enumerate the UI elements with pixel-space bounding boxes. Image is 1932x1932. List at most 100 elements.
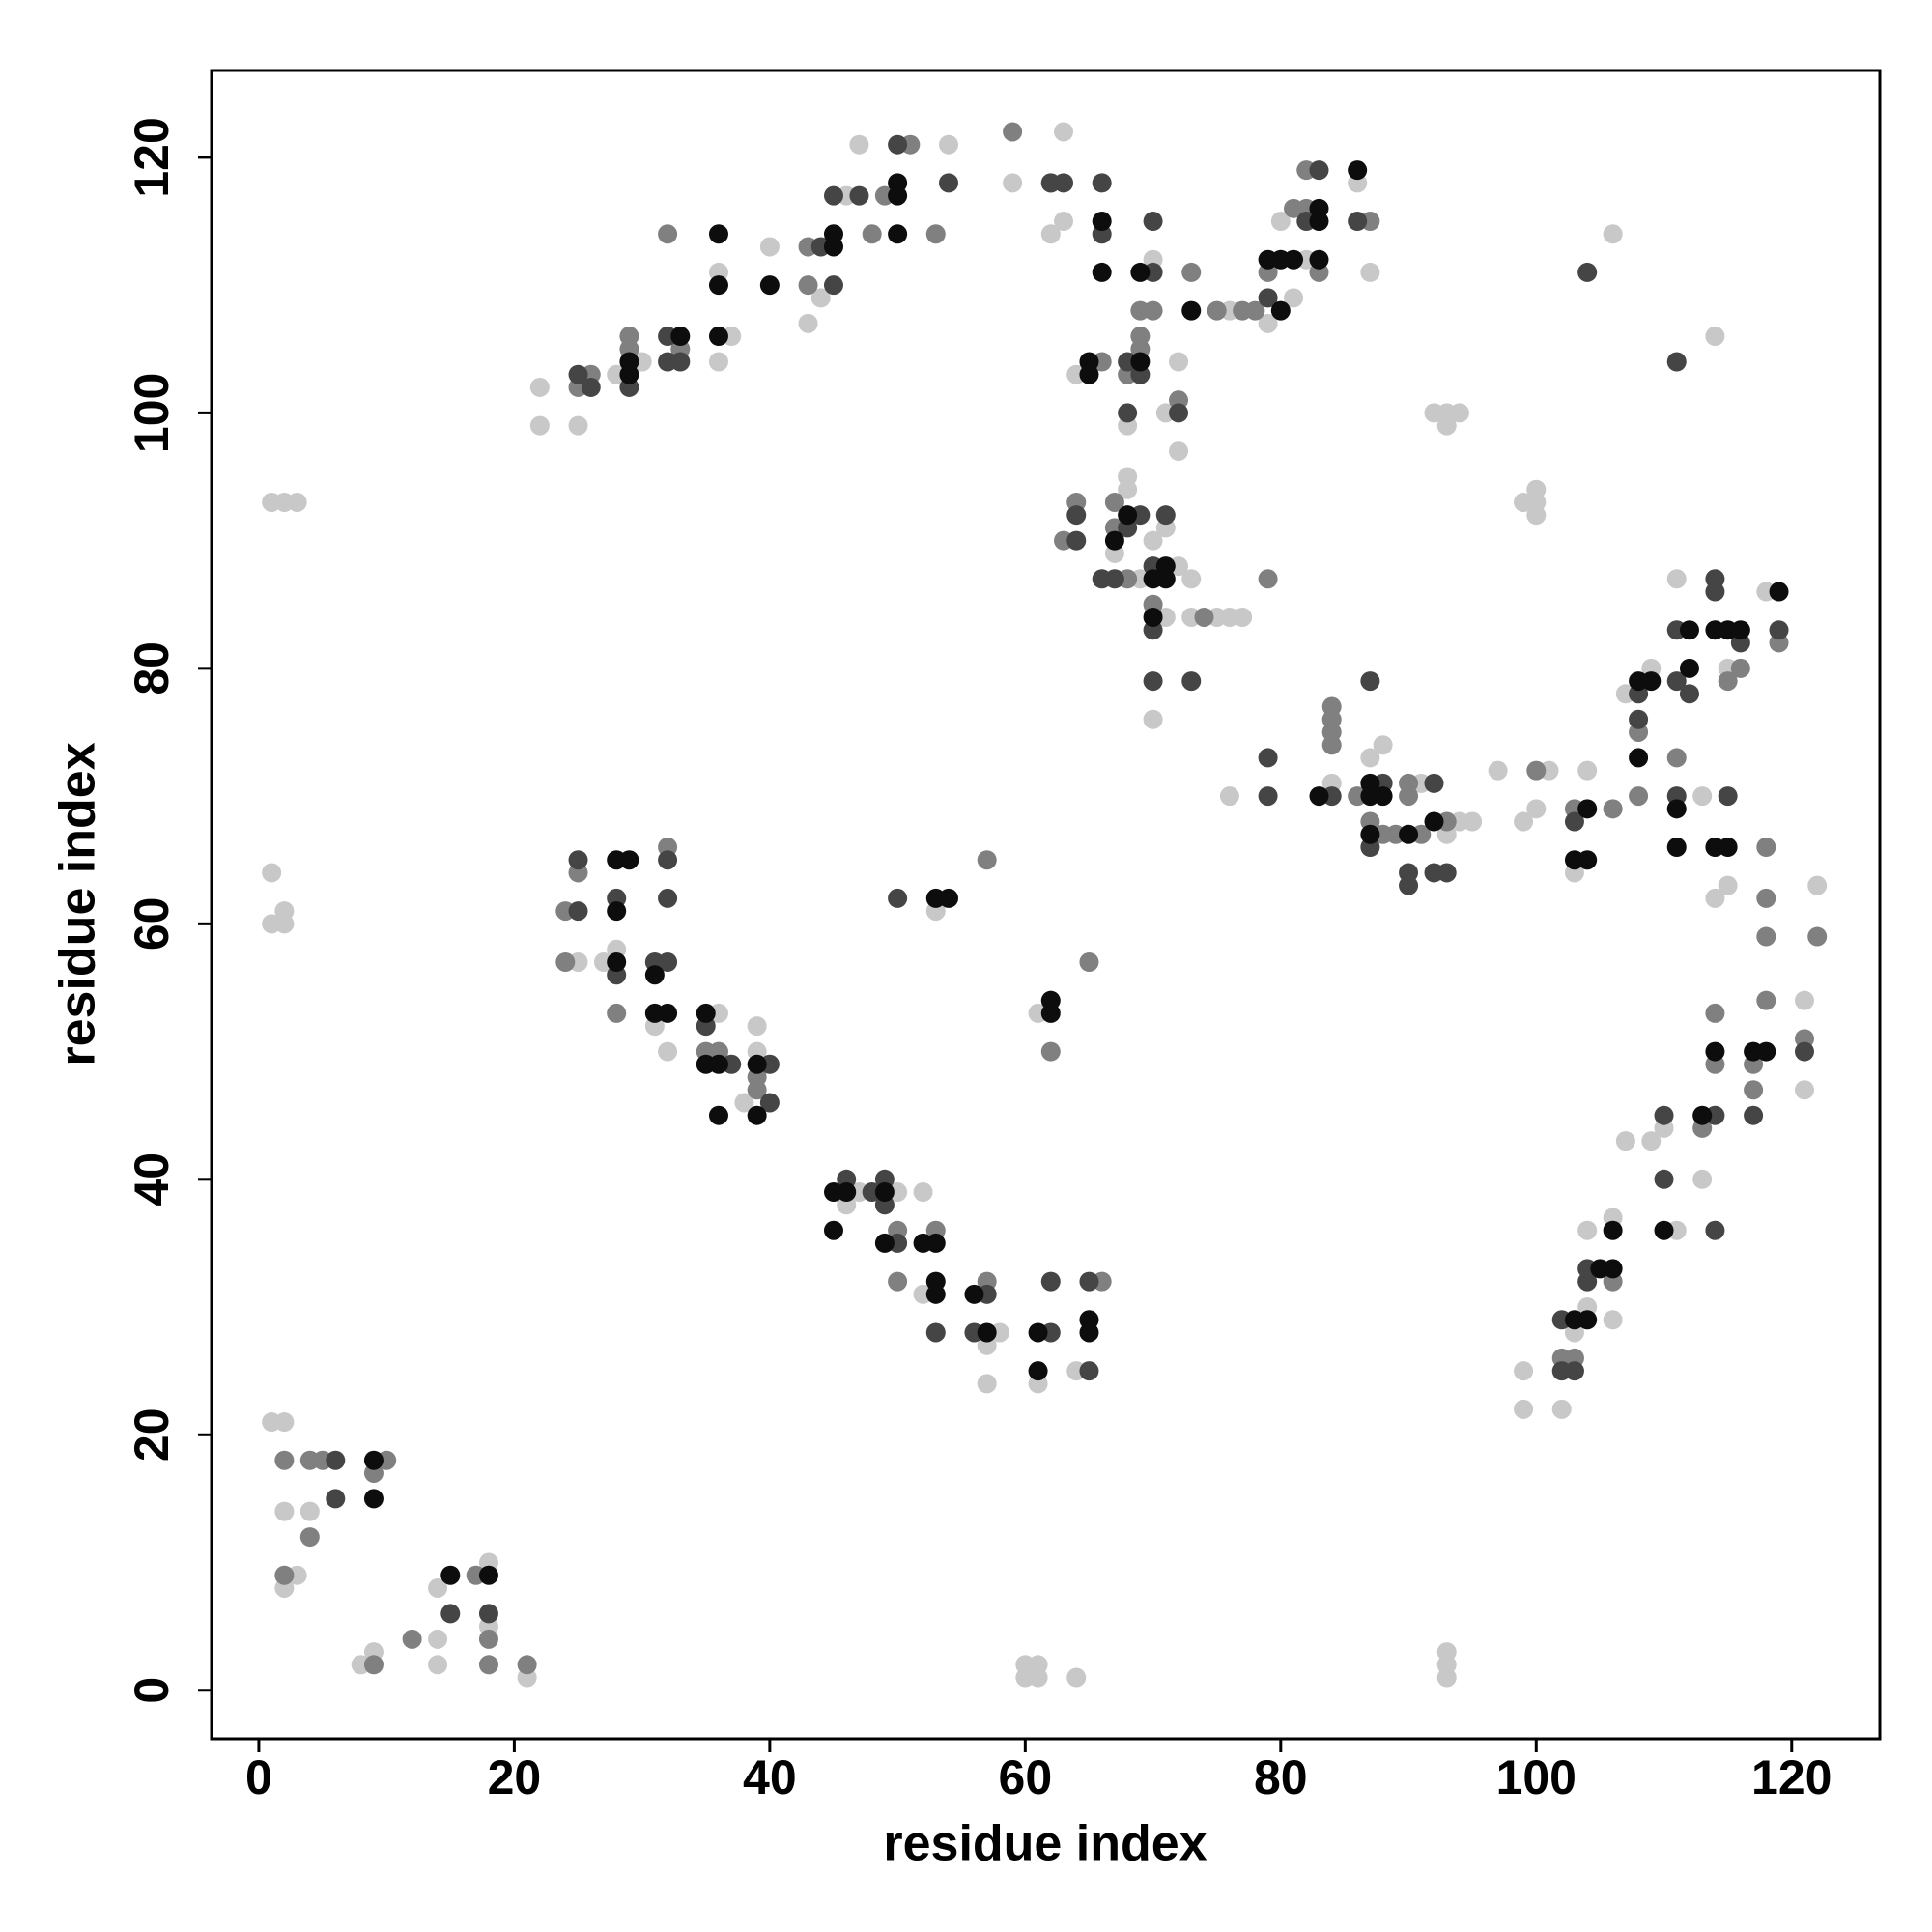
point: [964, 1284, 984, 1304]
point: [888, 888, 908, 908]
point: [1181, 671, 1202, 692]
point: [1130, 352, 1151, 372]
point: [529, 415, 550, 436]
point: [1603, 799, 1623, 819]
point: [1092, 262, 1112, 282]
point: [568, 850, 588, 870]
point: [1603, 1310, 1623, 1330]
point: [1079, 1271, 1099, 1292]
point: [1040, 224, 1061, 244]
point: [607, 901, 627, 922]
x-tick-label: 120: [1751, 1750, 1832, 1804]
point: [1705, 582, 1725, 602]
point: [810, 288, 831, 308]
point: [1436, 415, 1457, 436]
point: [1666, 799, 1687, 819]
point: [1360, 262, 1380, 282]
point: [1169, 352, 1189, 372]
point: [913, 1182, 933, 1203]
point: [1079, 364, 1099, 384]
point: [1054, 212, 1074, 232]
point: [1679, 684, 1699, 704]
point: [363, 1655, 384, 1675]
point: [326, 1450, 346, 1470]
point: [1194, 607, 1214, 627]
point: [581, 377, 601, 397]
point: [274, 1450, 295, 1470]
series: [274, 122, 1828, 1675]
point: [1666, 352, 1687, 372]
point: [568, 901, 588, 922]
point: [1028, 1361, 1048, 1381]
point: [440, 1604, 461, 1624]
point: [1143, 530, 1163, 551]
point: [326, 1489, 346, 1509]
point: [1718, 875, 1738, 895]
point: [1577, 1310, 1598, 1330]
point: [849, 185, 869, 206]
point: [274, 914, 295, 934]
point: [1258, 313, 1278, 333]
point: [1143, 671, 1163, 692]
point: [1744, 1080, 1764, 1100]
point: [1551, 1399, 1572, 1419]
point: [478, 1629, 498, 1649]
point: [670, 352, 691, 372]
point: [529, 377, 550, 397]
point: [1143, 212, 1163, 232]
point: [759, 275, 780, 296]
point: [1692, 1105, 1713, 1125]
point: [1155, 505, 1176, 526]
y-tick-label: 40: [125, 1152, 179, 1207]
point: [1577, 262, 1598, 282]
point: [1118, 479, 1138, 499]
point: [1309, 198, 1329, 218]
series: [326, 134, 1814, 1624]
x-tick-label: 100: [1496, 1750, 1577, 1804]
point: [1526, 760, 1547, 781]
point: [1641, 1131, 1662, 1151]
point: [1564, 811, 1584, 832]
y-tick-label: 80: [125, 641, 179, 696]
point: [1692, 786, 1713, 807]
point: [1028, 1322, 1048, 1343]
point: [1258, 748, 1278, 768]
point: [1692, 1169, 1713, 1189]
point: [1794, 990, 1814, 1010]
point: [888, 134, 908, 155]
point: [1092, 173, 1112, 193]
point: [517, 1655, 537, 1675]
point: [1079, 952, 1099, 973]
point: [1769, 620, 1789, 640]
point: [747, 1054, 767, 1074]
point: [658, 952, 678, 973]
point: [925, 224, 946, 244]
point: [939, 888, 959, 908]
point: [862, 224, 882, 244]
point: [874, 1182, 895, 1203]
point: [1348, 160, 1368, 181]
point: [1079, 1361, 1099, 1381]
point: [1360, 748, 1380, 768]
point: [1641, 671, 1662, 692]
point: [1756, 926, 1776, 947]
point: [1373, 735, 1393, 755]
x-axis-title: residue index: [883, 1816, 1207, 1872]
point: [1040, 1271, 1061, 1292]
point: [1130, 262, 1151, 282]
point: [1577, 1220, 1598, 1240]
point: [1514, 1361, 1534, 1381]
point: [823, 275, 843, 296]
point: [977, 850, 997, 870]
point: [1348, 212, 1368, 232]
point: [1769, 582, 1789, 602]
point: [977, 1322, 997, 1343]
point: [363, 1489, 384, 1509]
point: [1654, 1169, 1674, 1189]
point: [1730, 620, 1750, 640]
point: [568, 364, 588, 384]
point: [478, 1604, 498, 1624]
point: [823, 1220, 843, 1240]
point: [1756, 837, 1776, 857]
